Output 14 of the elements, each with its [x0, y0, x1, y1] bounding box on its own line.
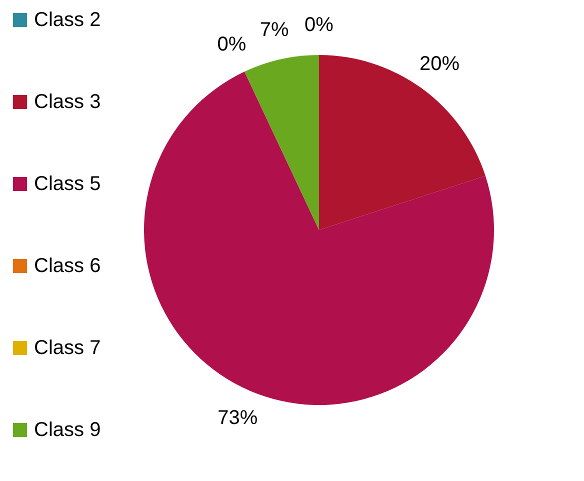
pie-slice: [244, 55, 319, 230]
data-label: 7%: [260, 18, 289, 41]
legend-label: Class 3: [34, 91, 101, 113]
data-label: 73%: [218, 407, 258, 430]
text: 0%: [304, 14, 334, 36]
text: 0%: [217, 34, 246, 56]
legend-label: Class 5: [34, 173, 101, 195]
pie-slice: [144, 72, 494, 405]
legend-label: Class 9: [34, 419, 101, 441]
legend-label: Class 2: [34, 9, 101, 31]
legend-label: Class 7: [34, 337, 101, 359]
pie-slice: [319, 55, 486, 230]
legend-label: Class 6: [34, 255, 101, 277]
data-label: 20%: [419, 53, 460, 76]
